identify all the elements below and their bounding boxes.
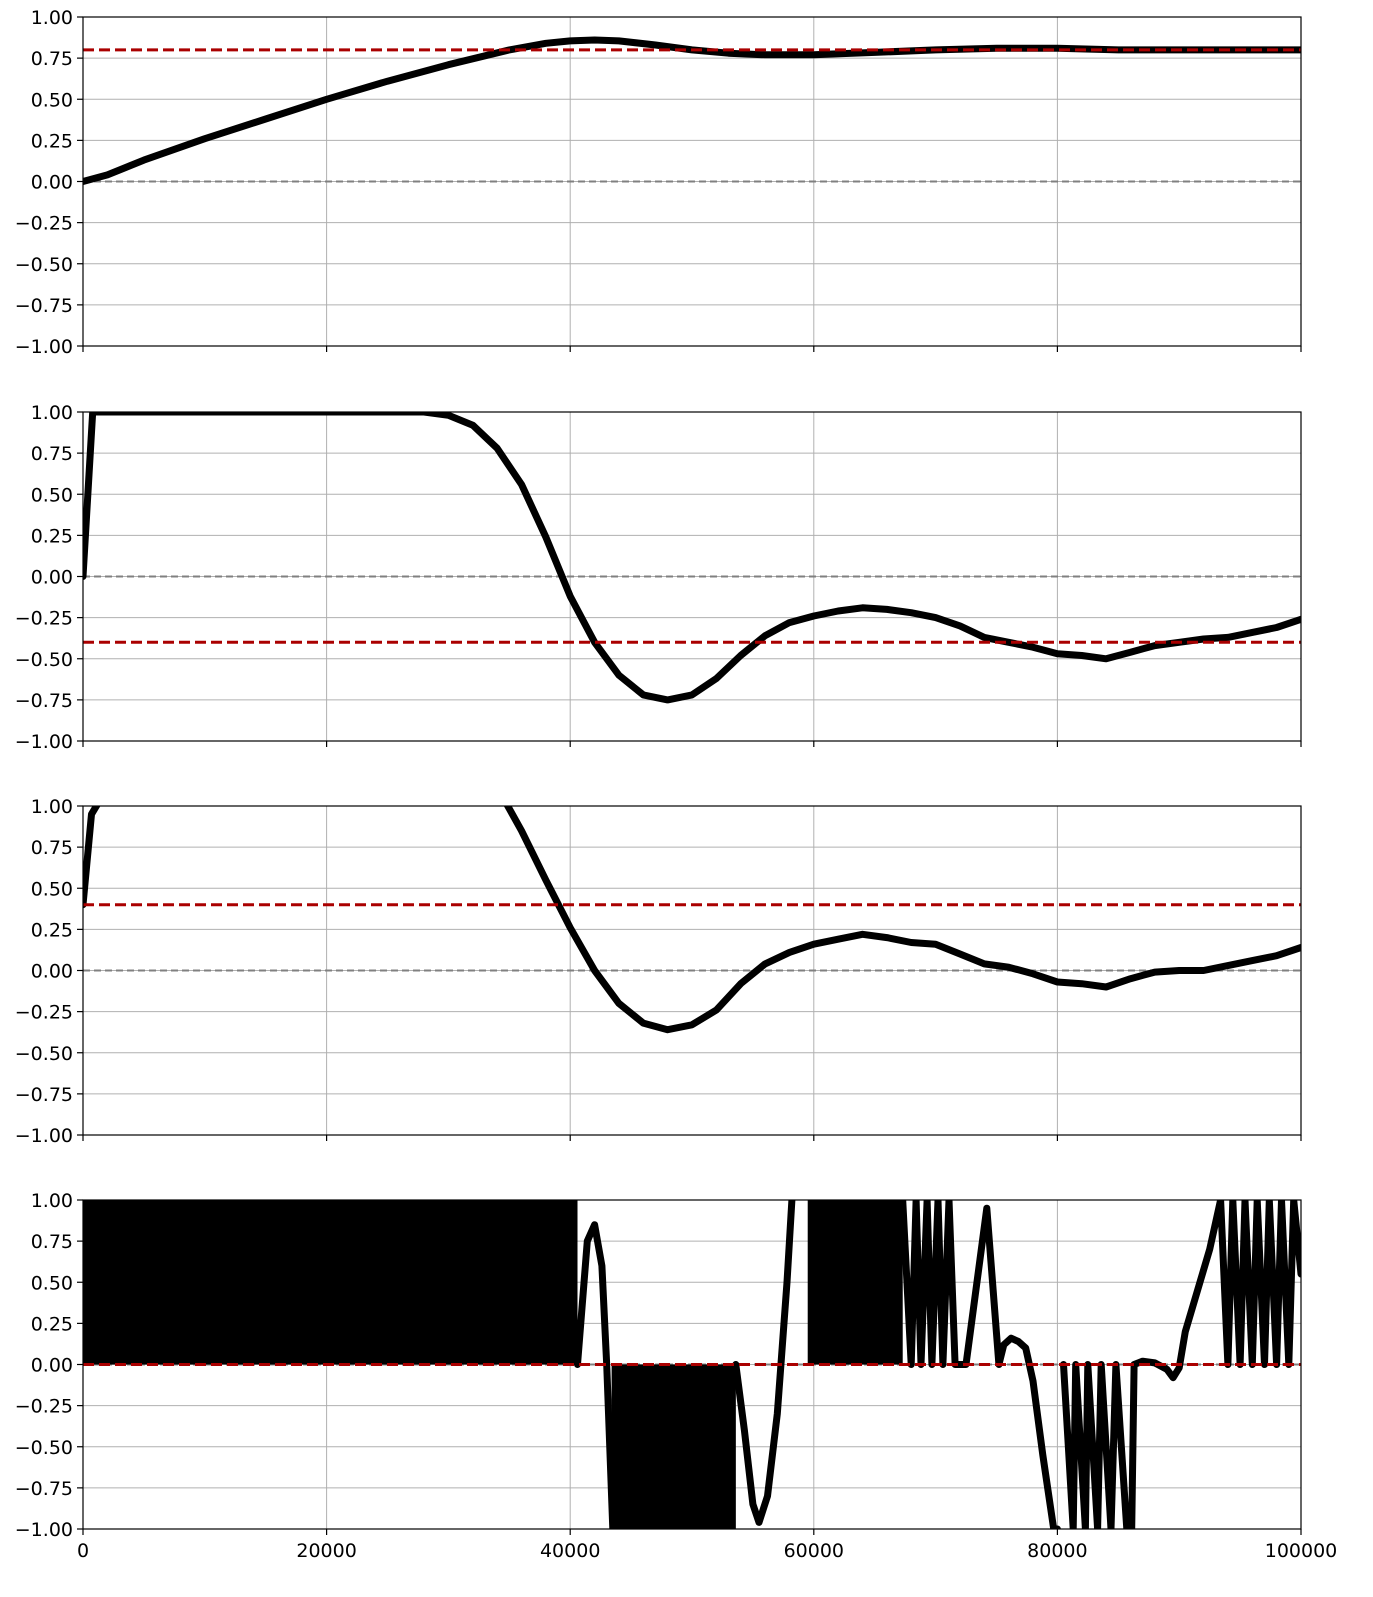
x-tick-label: 20000 (296, 1540, 356, 1562)
panel-data (83, 412, 1301, 704)
y-tick-label: −0.25 (15, 608, 73, 630)
series-line-1 (574, 1221, 617, 1529)
series-line-1 (83, 412, 1301, 704)
series-line-2 (503, 806, 1301, 1034)
y-tick-label: 0.75 (31, 837, 73, 859)
y-tick-label: 0.25 (31, 919, 73, 941)
y-tick-label: 0.25 (31, 1313, 73, 1335)
x-tick-label: 0 (77, 1540, 89, 1562)
panel-4: 1.00 0.75 0.50 0.25 0.00 −0.25 −0.50 −0.75 −1.00… (15, 1190, 1338, 1562)
y-tick-label: −1.00 (15, 336, 73, 358)
y-tick-label: 0.25 (31, 130, 73, 152)
series-line-1 (83, 36, 1301, 185)
y-tick-label: −0.75 (15, 690, 73, 712)
series-line-1 (83, 806, 101, 909)
y-tick-label: −0.50 (15, 649, 73, 671)
y-tick-label: 0.75 (31, 443, 73, 465)
x-tick-label: 80000 (1027, 1540, 1087, 1562)
y-tick-label: −0.75 (15, 295, 73, 317)
panel-1: 1.00 0.75 0.50 0.25 0.00 −0.25 −0.50 −0.75 −1.00 (15, 7, 1302, 358)
y-tick-label: 0.75 (31, 1231, 73, 1253)
y-tick-label: −1.00 (15, 1125, 73, 1147)
oscillation-region (83, 1200, 578, 1365)
y-tick-label: 0.75 (31, 48, 73, 70)
x-tick-label: 60000 (784, 1540, 844, 1562)
oscillation-region (807, 1200, 903, 1365)
panel-data (83, 1200, 1301, 1529)
series-line-4 (1060, 1200, 1301, 1529)
y-tick-label: −0.75 (15, 1084, 73, 1106)
y-tick-label: 1.00 (31, 402, 73, 424)
y-tick-label: −1.00 (15, 731, 73, 753)
y-tick-label: −0.25 (15, 1396, 73, 1418)
y-tick-label: −0.25 (15, 1002, 73, 1024)
y-tick-label: 1.00 (31, 796, 73, 818)
x-tick-label: 100000 (1265, 1540, 1338, 1562)
panel-2: 1.00 0.75 0.50 0.25 0.00 −0.25 −0.50 −0.75 −1.00 (15, 402, 1302, 753)
y-tick-label: 0.50 (31, 878, 73, 900)
y-tick-label: −0.50 (15, 1043, 73, 1065)
y-tick-label: 0.25 (31, 525, 73, 547)
y-tick-label: 0.00 (31, 1355, 73, 1377)
y-tick-label: 1.00 (31, 7, 73, 29)
x-tick-label: 40000 (540, 1540, 600, 1562)
panel-data (83, 806, 1301, 1034)
y-tick-label: −0.75 (15, 1478, 73, 1500)
y-tick-label: 0.00 (31, 172, 73, 194)
y-tick-label: 0.00 (31, 961, 73, 983)
y-tick-label: −0.25 (15, 213, 73, 235)
series-line-2 (732, 1200, 796, 1526)
y-tick-label: −0.50 (15, 1437, 73, 1459)
y-tick-label: 0.50 (31, 484, 73, 506)
y-tick-label: −0.50 (15, 254, 73, 276)
panel-3: 1.00 0.75 0.50 0.25 0.00 −0.25 −0.50 −0.75 −1.00 (15, 796, 1302, 1147)
y-tick-label: 0.50 (31, 89, 73, 111)
panel-data (83, 36, 1301, 185)
y-tick-label: −1.00 (15, 1519, 73, 1541)
y-tick-label: 1.00 (31, 1190, 73, 1212)
y-tick-label: 0.50 (31, 1272, 73, 1294)
y-tick-label: 0.00 (31, 567, 73, 589)
oscillation-region (611, 1364, 736, 1529)
